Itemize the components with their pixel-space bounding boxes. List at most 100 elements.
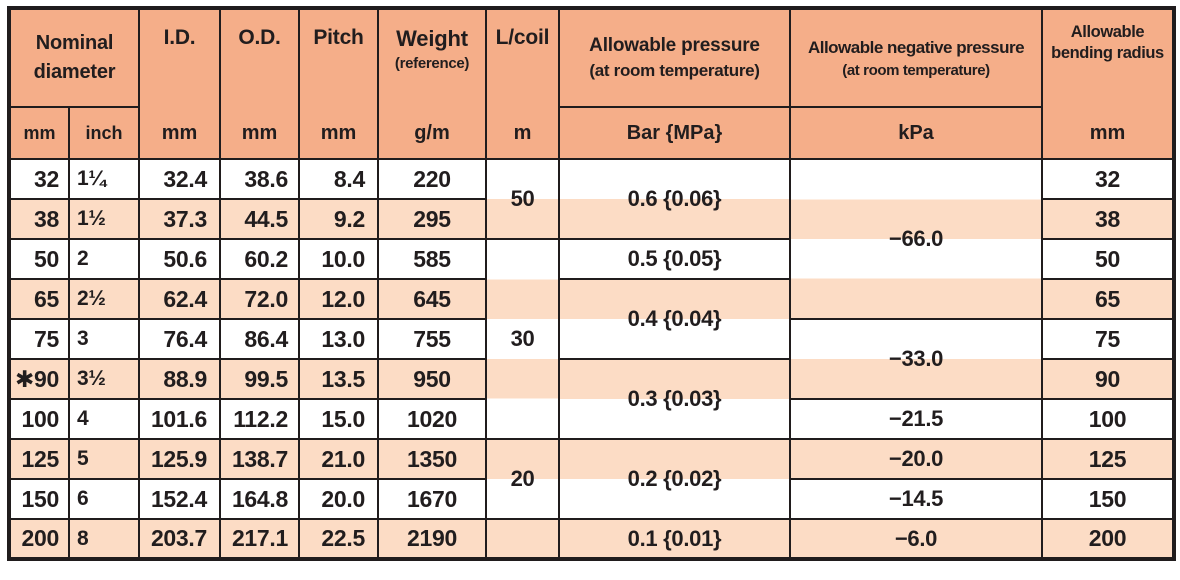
weight-cell: 950 bbox=[377, 358, 487, 400]
bending-unit: mm bbox=[1089, 121, 1126, 144]
nominal-line1: Nominal bbox=[35, 32, 114, 54]
bending-radius-cell: 125 bbox=[1041, 438, 1175, 480]
pitch-label: Pitch bbox=[313, 26, 364, 49]
pressure-cell: 0.2 {0.02} bbox=[558, 438, 791, 520]
pressure-cell: 0.5 {0.05} bbox=[558, 238, 791, 280]
pitch-header: Pitch mm bbox=[298, 7, 379, 160]
nominal-mm-cell: 200 bbox=[8, 518, 70, 560]
lcoil-label-wrap: L/coil bbox=[488, 10, 557, 108]
table-row: ✱90 3½ 88.9 99.5 13.5 950 0.3 {0.03} 90 bbox=[8, 358, 1175, 440]
od-unit: mm bbox=[241, 121, 278, 144]
pitch-unit: mm bbox=[320, 121, 357, 144]
od-label: O.D. bbox=[238, 26, 281, 49]
pressure-unit: Bar {MPa} bbox=[558, 106, 791, 160]
od-header: O.D. mm bbox=[219, 7, 300, 160]
bending-radius-cell: 90 bbox=[1041, 358, 1175, 400]
weight-cell: 295 bbox=[377, 198, 487, 240]
od-cell: 112.2 bbox=[219, 398, 300, 440]
pitch-cell: 13.0 bbox=[298, 318, 379, 360]
negative-pressure-cell: −66.0 bbox=[789, 158, 1043, 320]
lcoil-cell: 30 bbox=[485, 238, 560, 440]
id-cell: 62.4 bbox=[138, 278, 221, 320]
bending-label-wrap: Allowable bending radius bbox=[1044, 10, 1172, 108]
weight-unit: g/m bbox=[414, 121, 450, 144]
weight-cell: 1670 bbox=[377, 478, 487, 520]
pitch-cell: 12.0 bbox=[298, 278, 379, 320]
od-cell: 164.8 bbox=[219, 478, 300, 520]
nominal-mm-cell: 65 bbox=[8, 278, 70, 320]
id-cell: 37.3 bbox=[138, 198, 221, 240]
negative-pressure-header: Allowable negative pressure (at room tem… bbox=[789, 7, 1043, 108]
pressure-label: Allowable pressure bbox=[589, 35, 760, 56]
pitch-cell: 9.2 bbox=[298, 198, 379, 240]
nominal-diameter-label: Nominal diameter bbox=[11, 29, 137, 87]
bending-radius-cell: 200 bbox=[1041, 518, 1175, 560]
negative-pressure-cell: −33.0 bbox=[789, 318, 1043, 400]
bending-radius-cell: 50 bbox=[1041, 238, 1175, 280]
nominal-mm-cell: 150 bbox=[8, 478, 70, 520]
nominal-mm-unit: mm bbox=[8, 106, 70, 160]
weight-cell: 220 bbox=[377, 158, 487, 200]
negative-pressure-cell: −20.0 bbox=[789, 438, 1043, 480]
pressure-label-wrap: Allowable pressure (at room temperature) bbox=[561, 10, 788, 105]
id-cell: 76.4 bbox=[138, 318, 221, 360]
negative-label: Allowable negative pressure bbox=[807, 37, 1025, 57]
negative-label-wrap: Allowable negative pressure (at room tem… bbox=[792, 10, 1040, 105]
nominal-inch-cell: 1½ bbox=[68, 198, 140, 240]
pitch-cell: 13.5 bbox=[298, 358, 379, 400]
bending-radius-cell: 75 bbox=[1041, 318, 1175, 360]
negative-pressure-cell: −14.5 bbox=[789, 478, 1043, 520]
pressure-cell: 0.3 {0.03} bbox=[558, 358, 791, 440]
id-cell: 152.4 bbox=[138, 478, 221, 520]
id-cell: 50.6 bbox=[138, 238, 221, 280]
id-cell: 203.7 bbox=[138, 518, 221, 560]
nominal-inch-cell: 3½ bbox=[68, 358, 140, 400]
bending-radius-cell: 65 bbox=[1041, 278, 1175, 320]
nominal-line2: diameter bbox=[33, 61, 116, 83]
nominal-mm-cell: 100 bbox=[8, 398, 70, 440]
pitch-label-wrap: Pitch bbox=[301, 10, 376, 108]
nominal-diameter-header: Nominal diameter bbox=[8, 7, 140, 108]
pitch-cell: 22.5 bbox=[298, 518, 379, 560]
pitch-cell: 8.4 bbox=[298, 158, 379, 200]
table-row: 50 2 50.6 60.2 10.0 585 30 0.5 {0.05} 50 bbox=[8, 238, 1175, 440]
negative-unit: kPa bbox=[789, 106, 1043, 160]
nominal-inch-cell: 4 bbox=[68, 398, 140, 440]
pitch-cell: 20.0 bbox=[298, 478, 379, 520]
table-row: 38 1½ 37.3 44.5 9.2 295 38 bbox=[8, 198, 1175, 240]
od-cell: 99.5 bbox=[219, 358, 300, 400]
nominal-mm-cell: 50 bbox=[8, 238, 70, 280]
nominal-inch-cell: 3 bbox=[68, 318, 140, 360]
lcoil-unit: m bbox=[513, 121, 532, 144]
bending-radius-cell: 150 bbox=[1041, 478, 1175, 520]
lcoil-cell bbox=[485, 518, 560, 560]
weight-cell: 585 bbox=[377, 238, 487, 280]
negative-sublabel: (at room temperature) bbox=[842, 61, 990, 79]
nominal-inch-cell: 1¼ bbox=[68, 158, 140, 200]
nominal-mm-cell: 32 bbox=[8, 158, 70, 200]
negative-pressure-cell: −21.5 bbox=[789, 398, 1043, 440]
lcoil-label: L/coil bbox=[495, 26, 550, 49]
lcoil-header: L/coil m bbox=[485, 7, 560, 160]
id-unit: mm bbox=[161, 121, 198, 144]
table-row: 150 6 152.4 164.8 20.0 1670 −14.5 150 bbox=[8, 478, 1175, 520]
weight-header: Weight (reference) g/m bbox=[377, 7, 487, 160]
weight-cell: 1020 bbox=[377, 398, 487, 440]
nominal-mm-cell: 125 bbox=[8, 438, 70, 480]
pressure-cell: 0.1 {0.01} bbox=[558, 518, 791, 560]
weight-cell: 755 bbox=[377, 318, 487, 360]
od-cell: 38.6 bbox=[219, 158, 300, 200]
od-cell: 72.0 bbox=[219, 278, 300, 320]
id-cell: 32.4 bbox=[138, 158, 221, 200]
pitch-cell: 10.0 bbox=[298, 238, 379, 280]
bending-radius-cell: 100 bbox=[1041, 398, 1175, 440]
nominal-inch-unit: inch bbox=[68, 106, 140, 160]
table-row: 100 4 101.6 112.2 15.0 1020 −21.5 100 bbox=[8, 398, 1175, 440]
bending-radius-cell: 32 bbox=[1041, 158, 1175, 200]
od-cell: 86.4 bbox=[219, 318, 300, 360]
id-header: I.D. mm bbox=[138, 7, 221, 160]
lcoil-cell: 20 bbox=[485, 438, 560, 520]
bending-line1: Allowable bbox=[1070, 23, 1145, 41]
pitch-cell: 21.0 bbox=[298, 438, 379, 480]
